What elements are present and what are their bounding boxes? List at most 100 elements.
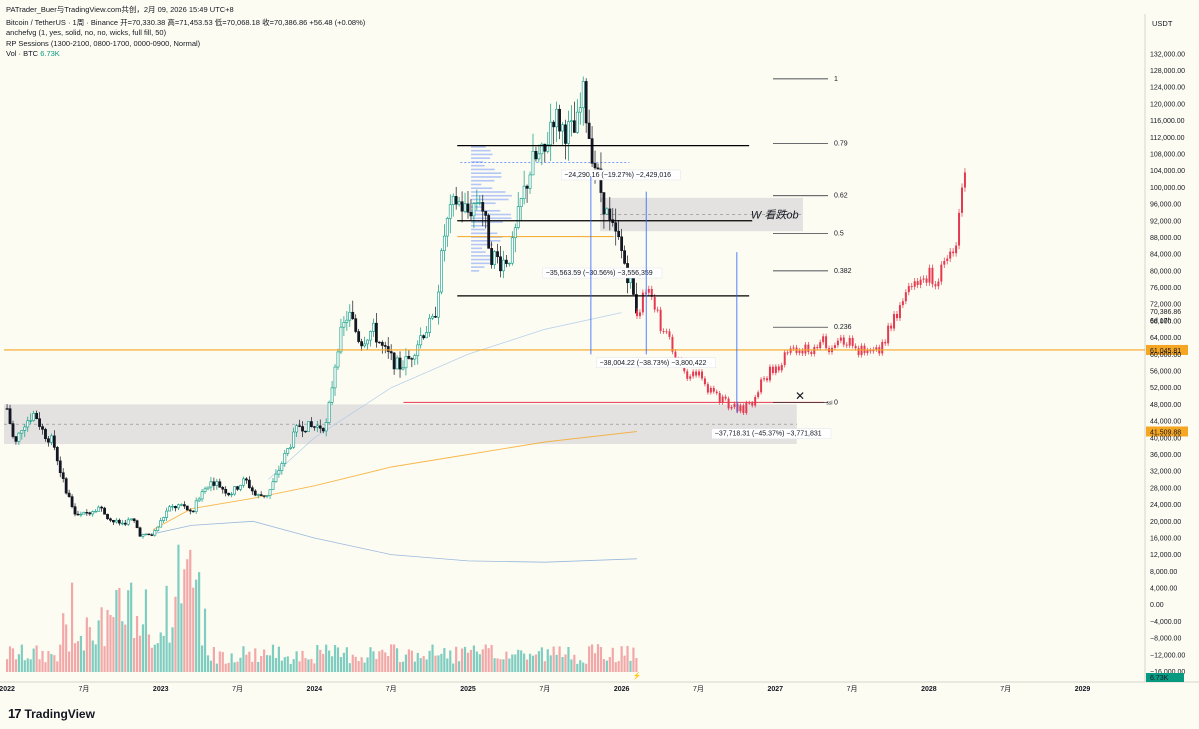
volume-profile-bar [471,153,493,156]
volume-profile-bar [471,146,486,148]
ssl-level-label: ssl [826,400,832,406]
candle-body [120,522,124,525]
volume-bar [14,659,18,672]
y-tick-label: 112,000.00 [1150,135,1185,142]
projection-candle [671,336,674,352]
volume-bar [534,654,538,672]
volume-profile-bar [471,191,506,193]
bearish-ob-zone-label: W 看跌ob [751,209,799,222]
indicator-rp-sessions[interactable]: RP Sessions (1300-2100, 0800-1700, 0000-… [6,39,201,48]
projection-candle [760,379,763,393]
candle-body [295,425,299,433]
candle-body [309,421,313,427]
y-tick-label: 16,000.00 [1150,535,1181,542]
orange-ma-tag [1146,426,1188,437]
volume-bar [369,647,372,672]
indicator-anchefvg[interactable]: anchefvg (1, yes, solid, no, no, wicks, … [6,28,167,37]
volume-bar [156,643,159,672]
projection-candle [940,264,943,282]
candle-body [481,202,485,212]
volume-bar [434,655,437,672]
volume-bar [227,662,230,672]
y-tick-label: 0.00 [1150,602,1164,609]
volume-bar [395,648,399,672]
candle-body [79,513,83,516]
projection-candle [845,344,848,346]
projection-candle [727,398,730,409]
volume-bar [215,663,218,672]
measurement-box [596,357,716,369]
projection-candle [739,405,742,412]
candle-body [502,259,505,272]
projection-candle [833,345,836,348]
y-tick-label: 120,000.00 [1150,101,1185,108]
projection-candle [754,397,757,406]
volume-bar [73,643,77,672]
volume-bar [68,651,71,672]
projection-candle [736,403,739,412]
x-tick-label: 7月 [693,685,704,693]
volume-profile-bar [471,198,509,201]
candle-body [369,331,372,341]
volume-bar [605,660,608,672]
volume-bar [260,656,263,672]
volume-bar [224,663,227,672]
candle-body [342,322,346,328]
volume-bar [555,654,558,672]
candle-body [599,168,603,193]
candle-body [404,356,408,369]
volume-bar [133,637,136,672]
candle-body [555,108,559,128]
y-tick-label: 12,000.00 [1150,552,1181,559]
candle-body [632,278,635,295]
volume-bar [189,549,192,672]
volume-bar [26,658,29,672]
y-tick-label: −16,000.00 [1150,669,1185,676]
projection-candle [895,313,898,319]
volume-bar [372,651,375,672]
projection-candle [724,396,727,399]
candle-body [617,230,621,238]
currency-label[interactable]: USDT [1152,19,1173,28]
candle-body [280,463,284,471]
orange-level-tag-label: 61,045.81 [1150,348,1181,355]
volume-bar [440,653,443,672]
volume-profile-bar [471,149,491,152]
volume-bar [82,650,85,672]
projection-candle [653,297,656,310]
projection-candle [913,281,916,287]
volume-bar [138,635,142,672]
y-tick-label: 52,000.00 [1150,385,1181,392]
volume-bar [363,662,366,672]
candle-body [608,208,612,220]
volume-bar [328,650,331,672]
volume-bar [153,644,156,672]
candle-body [132,518,136,521]
volume-indicator[interactable]: Vol · BTC 6.73K [6,49,60,58]
candle-body [525,185,529,189]
candle-body [348,311,352,321]
symbol-info-line[interactable]: Bitcoin / TetherUS · 1周 · Binance 开=70,3… [6,18,366,27]
tradingview-logo[interactable]: 17 TradingView [8,706,95,721]
volume-profile-bar [471,172,502,175]
volume-bar [481,649,484,672]
candle-body [431,315,434,319]
candle-body [212,481,216,486]
volume-bar [283,657,286,672]
volume-bar [263,649,266,672]
volume-bar [330,656,334,672]
candle-body [428,317,431,333]
candle-body [324,422,328,432]
volume-profile-bar [471,213,511,216]
volume-bar [443,648,446,672]
candle-body [64,478,68,494]
volume-bar [582,662,585,672]
volume-bar [316,645,319,672]
candle-body [227,492,231,496]
projection-candle [937,281,940,287]
candle-body [386,346,390,352]
candle-body [97,506,101,512]
candle-body [457,201,461,205]
candle-body [29,420,33,422]
